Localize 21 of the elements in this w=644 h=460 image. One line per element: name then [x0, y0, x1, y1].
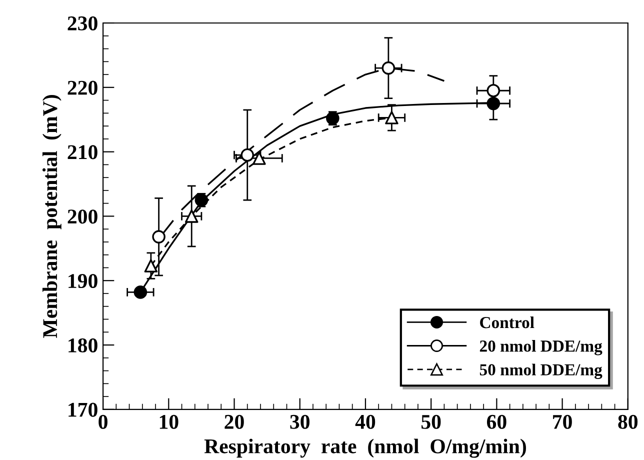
legend-label: Control	[480, 316, 534, 328]
x-tick-label: 40	[355, 414, 376, 429]
y-tick-label: 230	[68, 16, 98, 30]
y-tick-label: 170	[68, 402, 98, 417]
legend-label: 50 nmol DDE/mg	[480, 364, 602, 379]
x-tick-label: 80	[618, 414, 638, 429]
x-tick-label: 50	[421, 414, 441, 429]
x-tick-label: 30	[290, 414, 310, 429]
x-tick-label: 60	[486, 414, 506, 429]
y-tick-label: 180	[68, 338, 98, 352]
y-tick-label: 190	[68, 274, 98, 288]
x-tick-label: 10	[160, 414, 178, 429]
y-tick-label: 200	[68, 210, 98, 224]
x-tick-label: 0	[98, 414, 108, 429]
y-tick-label: 210	[68, 145, 98, 160]
y-tick-label: 220	[68, 80, 98, 95]
x-tick-label: 70	[553, 414, 572, 429]
x-tick-label: 20	[224, 414, 244, 429]
y-axis-title: Membrane potential (mV)	[42, 95, 62, 338]
x-axis-title: Respiratory rate (nmol O/mg/min)	[204, 438, 526, 458]
legend-label: 20 nmol DDE/mg	[480, 340, 602, 356]
